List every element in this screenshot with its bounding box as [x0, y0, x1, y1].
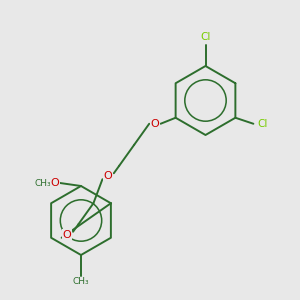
Text: O: O	[50, 178, 59, 188]
Text: O: O	[151, 119, 160, 129]
Text: Cl: Cl	[257, 119, 268, 129]
Text: Cl: Cl	[200, 32, 211, 43]
Text: O: O	[103, 171, 112, 181]
Text: O: O	[63, 230, 71, 240]
Text: O: O	[63, 230, 71, 240]
Text: CH₃: CH₃	[73, 278, 89, 286]
Text: CH₃: CH₃	[34, 178, 51, 188]
